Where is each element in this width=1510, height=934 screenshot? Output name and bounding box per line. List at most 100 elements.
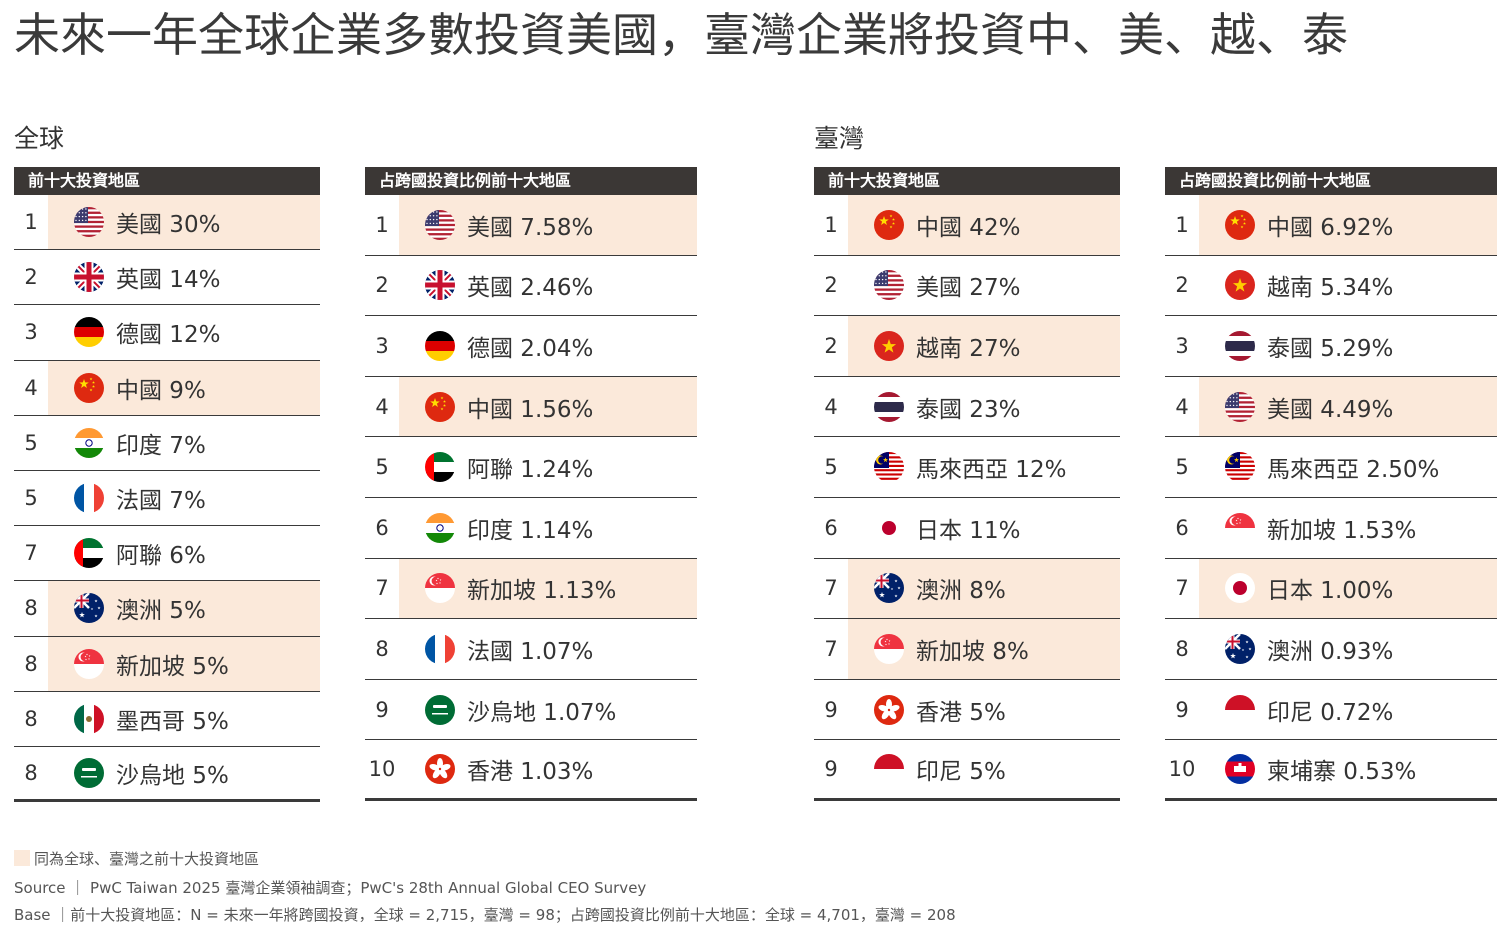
table-row: 9 印尼 5%	[814, 740, 1120, 801]
china-flag-icon	[1225, 209, 1255, 240]
table-row: 2 英國 14%	[14, 250, 320, 306]
saudi-flag-icon	[425, 694, 455, 725]
us-flag-icon	[74, 207, 104, 238]
region-label: 英國 2.46%	[467, 275, 594, 302]
rank-number: 4	[1175, 394, 1189, 419]
region-label: 澳洲 0.93%	[1267, 638, 1394, 665]
region-label: 美國 4.49%	[1267, 396, 1394, 423]
table-row: 4 泰國 23%	[814, 376, 1120, 438]
region-label: 德國 12%	[116, 322, 221, 349]
singapore-flag-icon	[425, 573, 455, 604]
taiwan-top-regions-table: 前十大投資地區 1 中國 42% 2 美國 27% 2 越南 27% 4 泰國 23% 5 馬來…	[814, 167, 1120, 801]
rank-number: 2	[1175, 273, 1189, 298]
rank-number: 7	[824, 576, 838, 601]
region-label: 墨西哥 5%	[116, 708, 229, 735]
global-share-table: 占跨國投資比例前十大地區 1 美國 7.58% 2 英國 2.46% 3 德國 2.04…	[365, 167, 697, 801]
region-label: 印度 1.14%	[467, 517, 594, 544]
rank-number: 5	[824, 455, 838, 480]
rank-number: 1	[24, 210, 38, 235]
table-body: 1 美國 7.58% 2 英國 2.46% 3 德國 2.04% 4 中國 1.56% 5 阿聯…	[365, 195, 697, 801]
region-label: 越南 5.34%	[1267, 275, 1394, 302]
australia-flag-icon	[874, 573, 904, 604]
section-label-global: 全球	[14, 124, 65, 153]
table-row: 6 新加坡 1.53%	[1165, 497, 1497, 559]
region-label: 沙烏地 5%	[116, 762, 229, 789]
table-row: 6 印度 1.14%	[365, 497, 697, 559]
table-row: 9 印尼 0.72%	[1165, 679, 1497, 741]
rank-number: 5	[24, 486, 38, 511]
rank-number: 9	[375, 697, 389, 722]
region-label: 德國 2.04%	[467, 335, 594, 362]
legend-swatch	[14, 850, 30, 866]
rank-number: 2	[375, 273, 389, 298]
indonesia-flag-icon	[874, 754, 904, 785]
region-label: 中國 42%	[916, 214, 1021, 241]
rank-number: 8	[24, 651, 38, 676]
australia-flag-icon	[1225, 633, 1255, 664]
rank-number: 7	[1175, 576, 1189, 601]
uae-flag-icon	[74, 538, 104, 569]
uk-flag-icon	[74, 262, 104, 293]
singapore-flag-icon	[1225, 512, 1255, 543]
rank-number: 9	[824, 697, 838, 722]
region-label: 香港 5%	[916, 699, 1006, 726]
region-label: 日本 11%	[916, 517, 1021, 544]
table-row: 4 中國 1.56%	[365, 376, 697, 438]
table-row: 4 中國 9%	[14, 360, 320, 416]
table-row: 7 澳洲 8%	[814, 558, 1120, 620]
region-label: 澳洲 8%	[916, 578, 1006, 605]
region-label: 沙烏地 1.07%	[467, 699, 617, 726]
taiwan-share-table: 占跨國投資比例前十大地區 1 中國 6.92% 2 越南 5.34% 3 泰國 5.29%…	[1165, 167, 1497, 801]
region-label: 阿聯 1.24%	[467, 457, 594, 484]
base-note: Base ｜前十大投資地區：N = 未來一年將跨國投資，全球 = 2,715，臺…	[14, 906, 956, 924]
japan-flag-icon	[874, 512, 904, 543]
indonesia-flag-icon	[1225, 694, 1255, 725]
table-body: 1 中國 42% 2 美國 27% 2 越南 27% 4 泰國 23% 5 馬來西亞 12% 6 日…	[814, 195, 1120, 801]
table-row: 2 美國 27%	[814, 255, 1120, 317]
table-row: 1 中國 6.92%	[1165, 195, 1497, 256]
rank-number: 7	[24, 541, 38, 566]
table-row: 9 香港 5%	[814, 679, 1120, 741]
vietnam-flag-icon	[1225, 270, 1255, 301]
china-flag-icon	[425, 391, 455, 422]
rank-number: 1	[375, 212, 389, 237]
rank-number: 7	[375, 576, 389, 601]
table-row: 3 德國 12%	[14, 305, 320, 361]
region-label: 法國 7%	[116, 488, 206, 515]
table-body: 1 中國 6.92% 2 越南 5.34% 3 泰國 5.29% 4 美國 4.49% 5 馬來…	[1165, 195, 1497, 801]
legend-text: 同為全球、臺灣之前十大投資地區	[34, 849, 260, 868]
rank-number: 4	[24, 375, 38, 400]
global-top-regions-table: 前十大投資地區 1 美國 30% 2 英國 14% 3 德國 12% 4 中國 9% 5 印度 …	[14, 167, 320, 803]
cambodia-flag-icon	[1225, 754, 1255, 785]
table-row: 5 法國 7%	[14, 470, 320, 527]
table-header: 占跨國投資比例前十大地區	[365, 167, 697, 195]
table-row: 6 日本 11%	[814, 497, 1120, 559]
region-label: 香港 1.03%	[467, 759, 594, 786]
table-row: 8 沙烏地 5%	[14, 746, 320, 803]
table-row: 8 法國 1.07%	[365, 619, 697, 680]
table-header: 前十大投資地區	[14, 167, 320, 195]
malaysia-flag-icon	[874, 452, 904, 483]
region-label: 泰國 23%	[916, 396, 1021, 423]
singapore-flag-icon	[74, 648, 104, 679]
table-body: 1 美國 30% 2 英國 14% 3 德國 12% 4 中國 9% 5 印度 7% 5 法國 7%…	[14, 195, 320, 803]
rank-number: 10	[1168, 757, 1196, 782]
region-label: 中國 9%	[116, 377, 206, 404]
rank-number: 1	[1175, 212, 1189, 237]
region-label: 馬來西亞 2.50%	[1267, 457, 1440, 484]
legend: 同為全球、臺灣之前十大投資地區	[14, 847, 259, 869]
india-flag-icon	[425, 512, 455, 543]
china-flag-icon	[74, 372, 104, 403]
rank-number: 10	[368, 757, 396, 782]
table-row: 7 新加坡 1.13%	[365, 558, 697, 620]
rank-number: 4	[824, 394, 838, 419]
region-label: 阿聯 6%	[116, 543, 206, 570]
region-label: 美國 7.58%	[467, 214, 594, 241]
rank-number: 5	[375, 455, 389, 480]
table-row: 8 澳洲 5%	[14, 581, 320, 637]
table-row: 5 印度 7%	[14, 415, 320, 471]
rank-number: 5	[24, 430, 38, 455]
hongkong-flag-icon	[425, 754, 455, 785]
region-label: 英國 14%	[116, 267, 221, 294]
mexico-flag-icon	[74, 703, 104, 734]
